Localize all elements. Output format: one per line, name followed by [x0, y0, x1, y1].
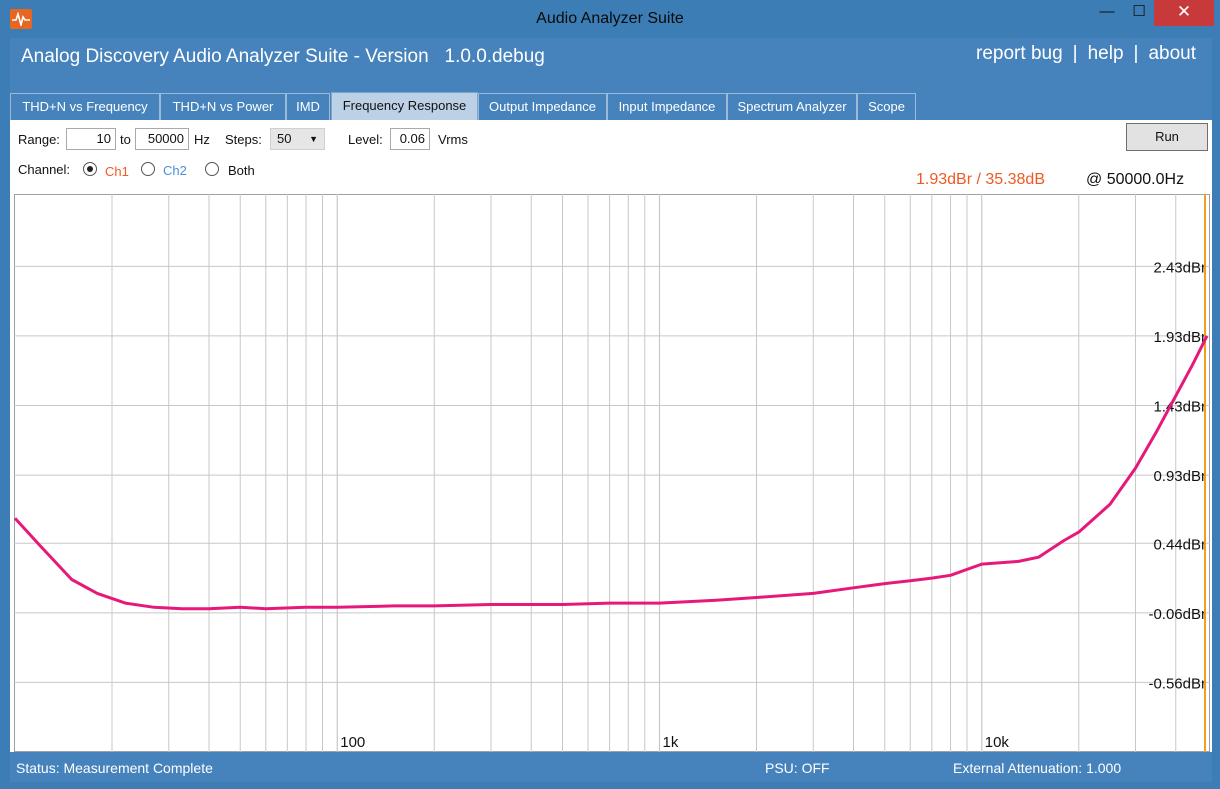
y-tick-label: 1.43dBr [1153, 399, 1206, 416]
range-to-input[interactable]: 50000 [135, 128, 189, 150]
ch1-label[interactable]: Ch1 [105, 164, 129, 179]
title-bar[interactable]: Audio Analyzer Suite — ☐ ✕ [0, 0, 1220, 38]
level-label: Level: [348, 132, 383, 147]
chart-svg: 100 1k 10k 2.43dBr 1.93dBr 1.43dBr 0.93dBr 0.44… [14, 194, 1210, 752]
status-text: Status: Measurement Complete [16, 760, 213, 776]
frequency-response-panel: Range: 10 to 50000 Hz Steps: 50 ▼ Level:… [10, 120, 1212, 752]
psu-status: PSU: OFF [765, 760, 830, 776]
y-tick-label: -0.06dBr [1148, 606, 1206, 623]
report-bug-link[interactable]: report bug [976, 43, 1063, 64]
ch2-radio[interactable] [141, 162, 155, 176]
tab-input-impedance[interactable]: Input Impedance [607, 93, 727, 120]
y-tick-label: 2.43dBr [1153, 259, 1206, 276]
both-radio[interactable] [205, 162, 219, 176]
steps-select[interactable]: 50 ▼ [270, 128, 325, 150]
status-bar: Status: Measurement Complete PSU: OFF Ex… [10, 752, 1212, 782]
top-links: report bug | help | about [976, 43, 1196, 65]
ch2-label[interactable]: Ch2 [163, 163, 187, 178]
y-tick-label: 0.44dBr [1153, 536, 1206, 553]
x-tick-label: 100 [340, 734, 365, 751]
frequency-response-chart[interactable]: 100 1k 10k 2.43dBr 1.93dBr 1.43dBr 0.93dBr 0.44… [14, 194, 1210, 752]
app-header: Analog Discovery Audio Analyzer Suite - … [10, 38, 1212, 92]
about-link[interactable]: about [1148, 43, 1196, 64]
app-logo-icon [10, 9, 32, 29]
tab-thd-n-vs-frequency[interactable]: THD+N vs Frequency [10, 93, 160, 120]
steps-label: Steps: [225, 132, 262, 147]
maximize-button[interactable]: ☐ [1132, 3, 1146, 20]
tab-bar: THD+N vs Frequency THD+N vs Power IMD Fr… [10, 92, 1212, 120]
steps-value: 50 [277, 131, 292, 146]
vrms-label: Vrms [438, 132, 468, 147]
external-attenuation: External Attenuation: 1.000 [953, 760, 1122, 776]
cursor-value-readout: 1.93dBr / 35.38dB [916, 171, 1045, 188]
y-tick-label: 1.93dBr [1153, 329, 1206, 346]
tab-scope[interactable]: Scope [857, 93, 916, 120]
link-separator: | [1072, 43, 1078, 64]
help-link[interactable]: help [1087, 43, 1124, 64]
y-tick-label: 0.93dBr [1153, 468, 1206, 485]
response-trace-ch1 [14, 335, 1209, 611]
x-tick-label: 10k [985, 734, 1010, 751]
level-input[interactable]: 0.06 [390, 128, 430, 150]
range-label: Range: [18, 132, 60, 147]
tab-spectrum-analyzer[interactable]: Spectrum Analyzer [727, 93, 857, 120]
window-title: Audio Analyzer Suite [536, 10, 684, 27]
tab-frequency-response[interactable]: Frequency Response [331, 92, 478, 120]
both-label[interactable]: Both [228, 163, 255, 178]
ch1-radio[interactable] [83, 162, 97, 176]
chevron-down-icon: ▼ [309, 134, 318, 144]
tab-imd[interactable]: IMD [286, 93, 330, 120]
channel-label: Channel: [18, 162, 71, 177]
close-button[interactable]: ✕ [1154, 0, 1214, 26]
run-button[interactable]: Run [1126, 123, 1208, 151]
cursor-frequency-readout: @ 50000.0Hz [1086, 171, 1185, 188]
tab-output-impedance[interactable]: Output Impedance [478, 93, 607, 120]
app-name: Analog Discovery Audio Analyzer Suite - … [21, 46, 545, 67]
range-from-input[interactable]: 10 [66, 128, 116, 150]
tab-thd-n-vs-power[interactable]: THD+N vs Power [160, 93, 286, 120]
to-label: to [120, 132, 131, 147]
y-tick-label: -0.56dBr [1148, 675, 1206, 692]
link-separator: | [1133, 43, 1139, 64]
x-tick-label: 1k [663, 734, 679, 751]
plot-frame [14, 194, 1210, 752]
hz-label: Hz [194, 132, 210, 147]
minimize-button[interactable]: — [1099, 3, 1115, 20]
